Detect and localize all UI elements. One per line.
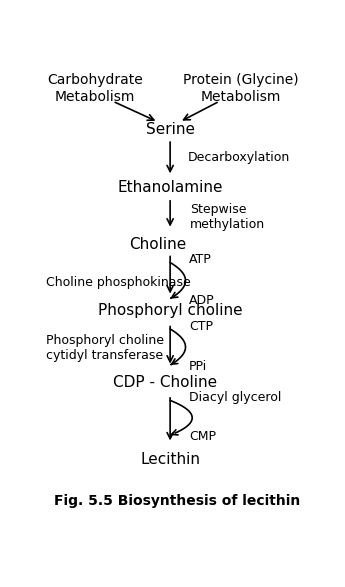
Text: Phosphoryl choline
cytidyl transferase: Phosphoryl choline cytidyl transferase [46,335,164,362]
Text: Choline: Choline [129,237,187,252]
Text: CTP: CTP [189,320,213,333]
Text: ADP: ADP [189,294,215,306]
Text: CMP: CMP [189,430,216,443]
Text: Protein (Glycine)
Metabolism: Protein (Glycine) Metabolism [183,73,299,104]
Text: Carbohydrate
Metabolism: Carbohydrate Metabolism [47,73,143,104]
Text: Lecithin: Lecithin [140,451,200,467]
Text: Phosphoryl choline: Phosphoryl choline [98,303,243,318]
Text: Ethanolamine: Ethanolamine [117,180,223,195]
Text: ATP: ATP [189,253,211,266]
Text: Serine: Serine [146,122,195,137]
Text: Diacyl glycerol: Diacyl glycerol [189,391,281,404]
Text: Decarboxylation: Decarboxylation [188,151,290,164]
Text: Stepwise
methylation: Stepwise methylation [190,203,265,231]
Text: Fig. 5.5 Biosynthesis of lecithin: Fig. 5.5 Biosynthesis of lecithin [54,494,300,508]
Text: Choline phosphokinase: Choline phosphokinase [46,276,190,289]
Text: PPi: PPi [189,360,207,373]
Text: CDP - Choline: CDP - Choline [113,375,217,390]
